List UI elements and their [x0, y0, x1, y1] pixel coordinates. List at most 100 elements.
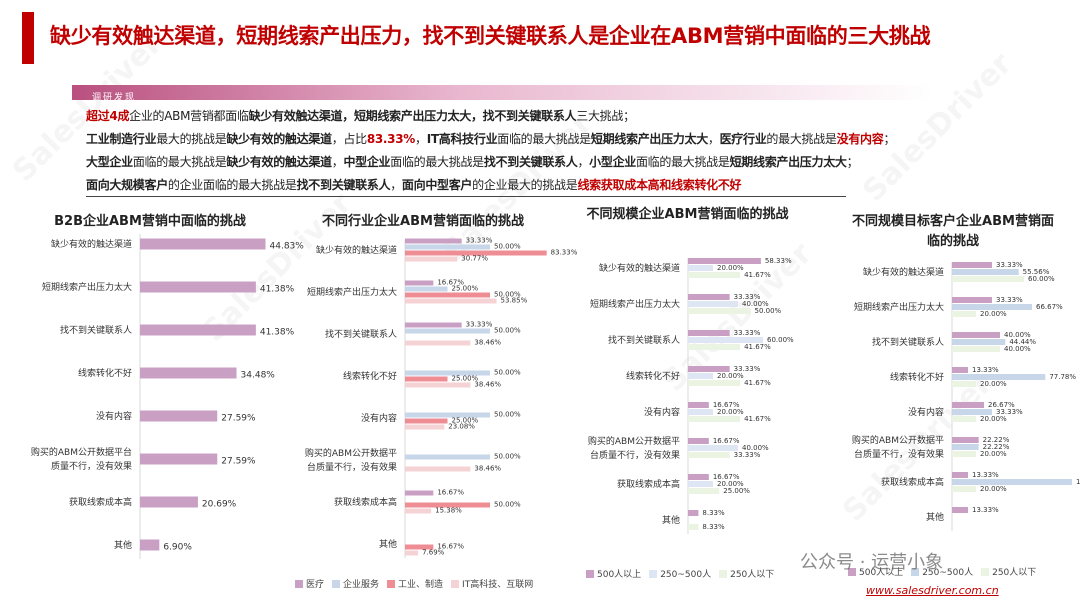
finding-line: 面向大规模客户的企业面临的最大挑战是找不到关键联系人，面向中型客户的企业最大的挑… [86, 174, 846, 197]
chart-4-bar [952, 346, 1000, 352]
legend-swatch [451, 579, 460, 588]
chart-3-category-label: 线索转化不好 [626, 370, 680, 382]
finding-segment: ； [846, 155, 859, 169]
chart-3-value-label: 16.67% [713, 437, 740, 445]
finding-segment: 缺少有效的触达渠道 [226, 155, 332, 169]
chart-2-category-label: 缺少有效的触达渠道 [316, 244, 397, 256]
chart-2-value-label: 50.00% [494, 411, 521, 419]
chart-2-value-label: 83.33% [551, 249, 578, 257]
chart-3-bar [688, 452, 730, 458]
chart-2-value-label: 33.33% [466, 237, 493, 245]
chart-2-bar [405, 340, 471, 346]
chart-2-value-label: 16.67% [437, 543, 464, 551]
chart-3-value-label: 8.33% [702, 523, 725, 531]
chart-3-bar [688, 438, 709, 444]
finding-segment: 面临的最大挑战是 [635, 155, 730, 169]
chart-3-bar [688, 409, 713, 415]
findings-tag: 调研发现 [72, 85, 932, 103]
chart-1-title: B2B企业ABM营销中面临的挑战 [54, 214, 246, 229]
chart-2-value-label: 25.00% [452, 285, 479, 293]
chart-4-category-label: 缺少有效的触达渠道 [863, 266, 944, 278]
chart-2-category-label: 线索转化不好 [343, 370, 397, 382]
chart-3-bar [688, 474, 709, 480]
chart-2-bar [405, 256, 458, 262]
legend-swatch [719, 569, 728, 578]
chart-4-category-label: 短期线索产出压力太大 [854, 301, 944, 313]
finding-segment: 面向大规模客户 [86, 178, 168, 192]
chart-3-value-label: 20.00% [717, 264, 744, 272]
chart-3-bar [688, 344, 741, 350]
chart-3-category-label: 其他 [662, 514, 680, 526]
chart-3-value-label: 40.00% [742, 300, 769, 308]
chart-4-bar [952, 374, 1046, 380]
chart-2-bar [405, 412, 490, 418]
chart-3-bar [688, 402, 709, 408]
chart-2-value-label: 50.00% [494, 243, 521, 251]
chart-4-bar [952, 402, 985, 408]
chart-3-value-label: 33.33% [734, 329, 761, 337]
chart-4-legend: 500人以上 250~500人 250人以下 [840, 565, 1036, 578]
legend-label: 企业服务 [343, 580, 380, 590]
chart-4-category-label: 台质量不行，没有效果 [854, 448, 944, 460]
chart-1-category-label: 没有内容 [96, 410, 132, 422]
chart-4-bar [952, 381, 976, 387]
chart-3-bar [688, 445, 738, 451]
chart-2-value-label: 50.00% [494, 501, 521, 509]
chart-4-value-label: 26.67% [988, 401, 1015, 409]
chart-4-category-label: 其他 [926, 511, 944, 523]
title-accent-bar [22, 12, 34, 64]
chart-4-category-label: 找不到关键联系人 [872, 336, 944, 348]
chart-3-bar [688, 330, 730, 336]
chart-1-value-label: 27.59% [221, 414, 256, 424]
chart-2-category-label: 台质量不行，没有效果 [307, 461, 397, 473]
chart-4-value-label: 60.00% [1028, 275, 1055, 283]
finding-segment: 面临的最大挑战是 [132, 155, 227, 169]
chart-2-bar [405, 490, 434, 496]
chart-1-value-label: 27.59% [221, 457, 256, 467]
legend-swatch [981, 567, 990, 576]
chart-3-category-label: 获取线索成本高 [617, 478, 680, 490]
finding-segment: 超过4成 [86, 109, 130, 123]
chart-2-bar [405, 370, 490, 376]
chart-3-bar [688, 481, 713, 487]
legend-label: 500人以上 [859, 568, 904, 578]
chart-2-legend: 医疗 企业服务 工业、制造 IT高科技、互联网 [287, 577, 533, 590]
chart-3-bar [688, 308, 751, 314]
chart-3-bar [688, 301, 738, 307]
chart-2-value-label: 50.00% [494, 291, 521, 299]
chart-3-value-label: 33.33% [734, 293, 761, 301]
finding-segment: 缺少有效触达渠道，短期线索产出压力太大，找不到关键联系人 [248, 109, 577, 123]
chart-4-value-label: 66.67% [1036, 303, 1063, 311]
chart-3-value-label: 8.33% [702, 509, 725, 517]
chart-1-bar [140, 367, 237, 379]
chart-2-bar [405, 298, 497, 304]
chart-2-category-label: 没有内容 [361, 412, 397, 424]
chart-3-bar [688, 258, 761, 264]
finding-segment: 企业的ABM营销都面临 [129, 109, 249, 123]
chart-1-bar [140, 238, 266, 250]
chart-2-category-label: 短期线索产出压力太大 [307, 286, 397, 298]
finding-segment: ， [331, 155, 344, 169]
chart-4-bar [952, 339, 1006, 345]
findings-label: 调研发现 [92, 93, 137, 103]
website-link[interactable]: www.salesdriver.com.cn [866, 584, 999, 597]
finding-segment: 找不到关键联系人 [296, 178, 391, 192]
chart-4-bar [952, 451, 976, 457]
legend-label: 工业、制造 [398, 580, 444, 590]
finding-segment: 的企业最大的挑战是 [472, 178, 578, 192]
chart-1-bar [140, 324, 256, 336]
chart-2-bar [405, 454, 490, 460]
legend-swatch [848, 567, 856, 576]
chart-3-value-label: 41.67% [744, 379, 771, 387]
chart-2-bar [405, 250, 547, 256]
chart-3-bar [688, 294, 730, 300]
chart-2-value-label: 7.69% [422, 549, 445, 557]
chart-4-value-label: 20.00% [980, 415, 1007, 423]
chart-4-bar [952, 444, 979, 450]
chart-3-category-label: 找不到关键联系人 [608, 334, 680, 346]
chart-4-bar [952, 304, 1033, 310]
chart-1-bar [140, 539, 160, 551]
chart-4-value-label: 20.00% [980, 380, 1007, 388]
chart-1-category-label: 获取线索成本高 [69, 496, 132, 508]
chart-3-category-label: 购买的ABM公开数据平 [588, 435, 680, 447]
